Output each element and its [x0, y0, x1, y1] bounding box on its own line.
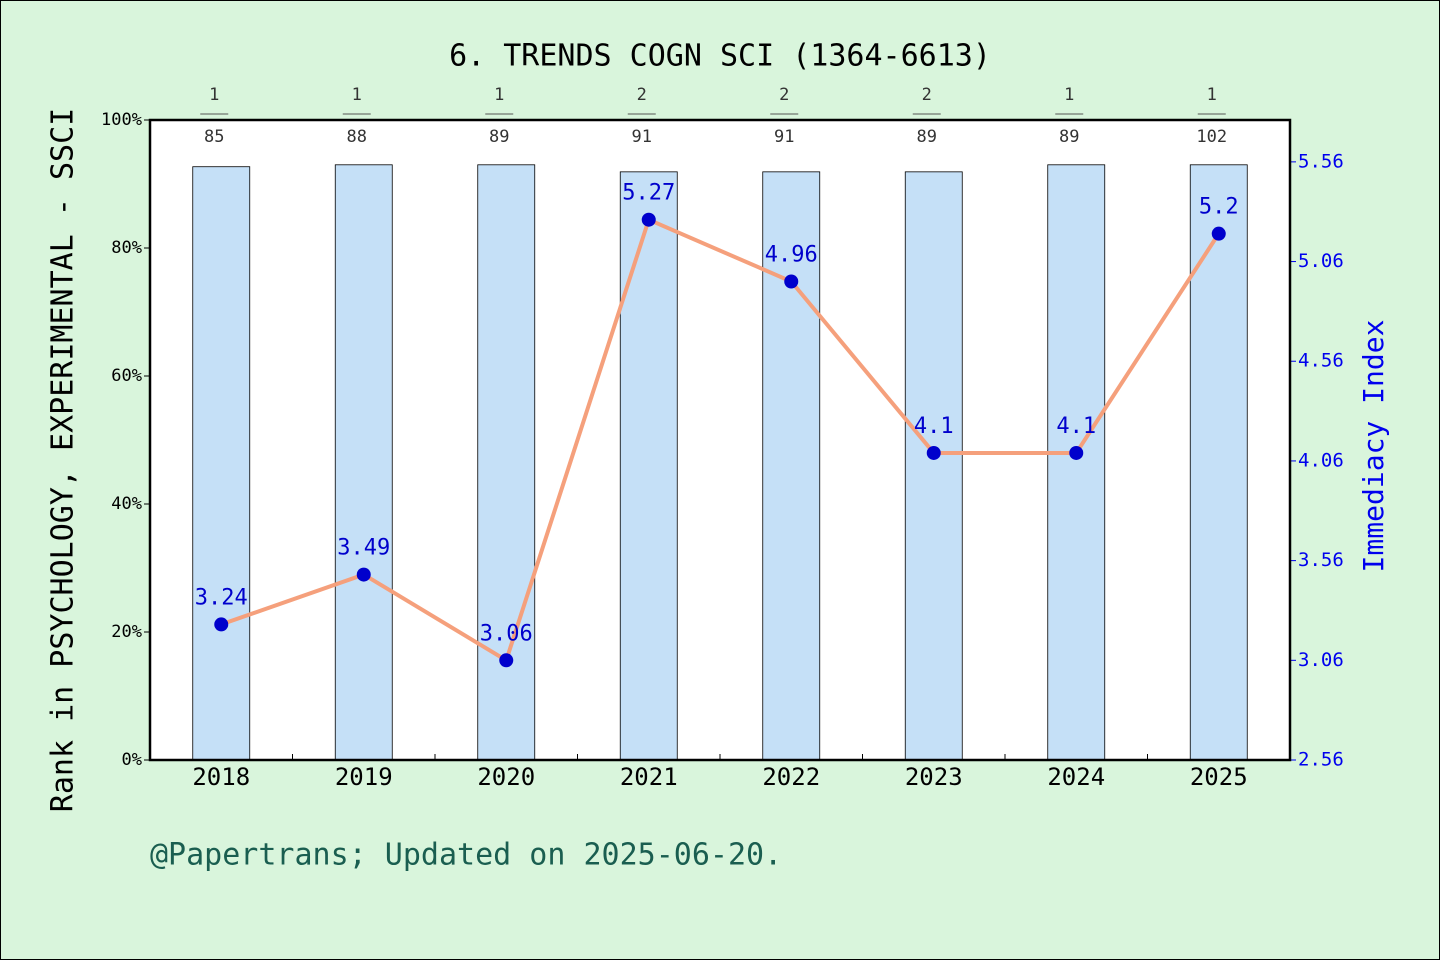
bar — [334, 164, 393, 761]
y-tick-label: 40% — [111, 494, 142, 514]
data-label: 4.1 — [914, 414, 954, 439]
x-tick-label: 2020 — [477, 763, 535, 791]
total-label: 89 — [489, 127, 509, 147]
data-label: 3.24 — [195, 585, 248, 610]
data-label: 5.2 — [1199, 195, 1239, 220]
y2-axis-title: Immediacy Index — [1357, 320, 1390, 573]
data-label: 4.1 — [1056, 414, 1096, 439]
x-tick-label: 2018 — [192, 763, 250, 791]
bar — [1047, 164, 1106, 761]
y2-tick-label: 4.56 — [1298, 350, 1344, 372]
y2-tick-label: 2.56 — [1298, 749, 1344, 771]
rank-label: 1 — [352, 85, 362, 105]
x-tick-label: 2022 — [762, 763, 820, 791]
rank-label: 2 — [779, 85, 789, 105]
total-label: 88 — [347, 127, 367, 147]
y2-tick-label: 3.06 — [1298, 649, 1344, 671]
total-label: 85 — [204, 127, 224, 147]
point — [214, 617, 229, 632]
point — [499, 653, 514, 668]
x-tick-label: 2025 — [1190, 763, 1248, 791]
total-label: 91 — [632, 127, 652, 147]
rank-label: 1 — [1207, 85, 1217, 105]
point — [926, 445, 941, 460]
point — [1069, 445, 1084, 460]
total-label: 91 — [774, 127, 794, 147]
rank-label: 1 — [209, 85, 219, 105]
bar — [192, 166, 251, 761]
rank-label: 1 — [1064, 85, 1074, 105]
data-label: 3.49 — [337, 536, 390, 561]
y-tick-label: 20% — [111, 622, 142, 642]
y2-tick-label: 5.56 — [1298, 150, 1344, 172]
y2-tick-label: 4.06 — [1298, 449, 1344, 471]
rank-label: 1 — [494, 85, 504, 105]
y-axis-title: Rank in PSYCHOLOGY, EXPERIMENTAL - SSCI — [46, 108, 81, 812]
rank-label: 2 — [637, 85, 647, 105]
x-tick-label: 2019 — [335, 763, 393, 791]
x-tick-label: 2021 — [620, 763, 678, 791]
bar — [904, 171, 963, 761]
line — [220, 216, 1221, 664]
total-label: 89 — [917, 127, 937, 147]
chart-title: 6. TRENDS COGN SCI (1364-6613) — [449, 39, 991, 74]
data-label: 4.96 — [765, 242, 818, 267]
y-tick-label: 80% — [111, 238, 142, 258]
y-tick-label: 0% — [122, 750, 142, 770]
y-tick-label: 60% — [111, 366, 142, 386]
bar — [1189, 164, 1248, 761]
point — [356, 567, 371, 582]
rank-label: 2 — [922, 85, 932, 105]
plot-area — [150, 120, 1290, 760]
data-label: 3.06 — [480, 621, 533, 646]
point — [1211, 226, 1226, 241]
point — [641, 212, 656, 227]
x-tick-label: 2023 — [905, 763, 963, 791]
bar — [477, 164, 536, 761]
total-label: 102 — [1196, 127, 1227, 147]
y-tick-label: 100% — [101, 110, 142, 130]
y2-tick-label: 5.06 — [1298, 250, 1344, 272]
total-label: 89 — [1059, 127, 1079, 147]
y2-tick-label: 3.56 — [1298, 549, 1344, 571]
x-tick-label: 2024 — [1047, 763, 1105, 791]
footer: @Papertrans; Updated on 2025-06-20. — [150, 838, 782, 873]
data-label: 5.27 — [622, 181, 675, 206]
bar — [619, 171, 678, 761]
point — [784, 274, 799, 289]
bar — [762, 171, 821, 761]
